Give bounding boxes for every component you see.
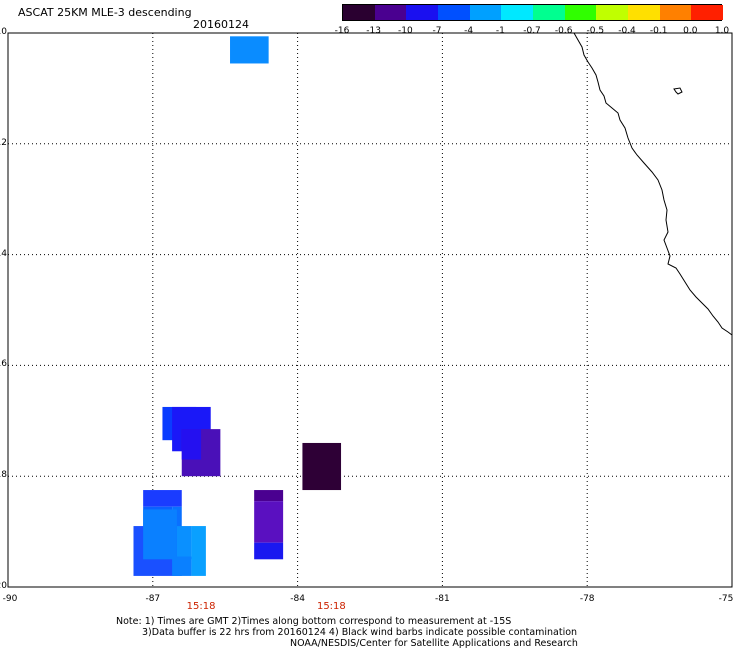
colorbar-tick-label: -0.7 xyxy=(523,26,541,36)
time-label: 15:18 xyxy=(186,601,216,612)
note-line-2: 3)Data buffer is 22 hrs from 20160124 4)… xyxy=(142,627,578,638)
data-cell xyxy=(254,501,284,543)
colorbar-segment xyxy=(564,5,597,20)
latitude-label: -20 xyxy=(0,581,7,591)
colorbar-tick-label: -1 xyxy=(495,26,505,36)
longitude-label: -75 xyxy=(718,594,734,604)
data-cell xyxy=(230,36,269,64)
colorbar-segment xyxy=(501,5,534,20)
data-cells xyxy=(133,36,342,576)
map-date: 20160124 xyxy=(193,18,249,31)
longitude-label: -78 xyxy=(579,594,595,604)
colorbar-segment xyxy=(406,5,439,20)
colorbar-tick-label: -0.6 xyxy=(554,26,573,36)
colorbar-tick-label: -13 xyxy=(366,26,382,36)
colorbar-tick-label: -16 xyxy=(334,26,350,36)
colorbar-segment xyxy=(533,5,566,20)
colorbar-tick-label: -10 xyxy=(397,26,413,36)
longitude-label: -81 xyxy=(435,594,450,604)
colorbar-tick-label: -0.5 xyxy=(586,26,605,36)
colorbar-segment xyxy=(659,5,692,20)
note-line-1: Note: 1) Times are GMT 2)Times along bot… xyxy=(116,616,512,627)
colorbar-segment xyxy=(438,5,471,20)
island-outline xyxy=(673,87,683,95)
colorbar-segment xyxy=(691,5,724,20)
lat-lon-grid xyxy=(8,33,732,587)
data-cell xyxy=(143,490,182,507)
data-cell xyxy=(172,556,192,576)
data-cell xyxy=(181,429,202,460)
data-cell xyxy=(302,442,342,491)
longitude-label: -84 xyxy=(290,594,305,604)
latitude-label: -16 xyxy=(0,359,7,370)
colorbar-segment xyxy=(343,5,376,20)
colorbar-tick-label: -4 xyxy=(464,26,474,36)
data-cell xyxy=(172,506,182,538)
colorbar-tick-label: -0.1 xyxy=(649,26,668,36)
colorbar-segment xyxy=(374,5,407,20)
data-cell xyxy=(176,526,192,560)
credit-line: NOAA/NESDIS/Center for Satellite Applica… xyxy=(290,638,578,649)
coastline xyxy=(573,32,733,336)
colorbar-tick-label: 0.0 xyxy=(683,26,698,36)
latitude-label: -10 xyxy=(0,27,7,37)
longitude-label: -87 xyxy=(145,594,161,604)
data-cell xyxy=(254,542,284,560)
colorbar-segment xyxy=(596,5,629,20)
latitude-label: -14 xyxy=(0,248,7,259)
map-title: ASCAT 25KM MLE-3 descending xyxy=(18,6,192,19)
data-cell xyxy=(191,526,206,576)
colorbar-tick-label: -7 xyxy=(432,26,442,36)
colorbar-tick-label: 1.0 xyxy=(714,26,730,36)
colorbar-segment xyxy=(628,5,661,20)
latitude-label: -18 xyxy=(0,470,7,481)
latitude-label: -12 xyxy=(0,137,7,148)
data-cell xyxy=(254,490,284,502)
colorbar xyxy=(342,4,724,21)
colorbar-tick-label: -0.4 xyxy=(618,26,636,36)
longitude-label: -90 xyxy=(2,594,18,604)
colorbar-segment xyxy=(469,5,502,20)
time-label: 15:18 xyxy=(316,601,346,612)
data-cell xyxy=(143,509,177,560)
plot-frame xyxy=(7,32,733,588)
